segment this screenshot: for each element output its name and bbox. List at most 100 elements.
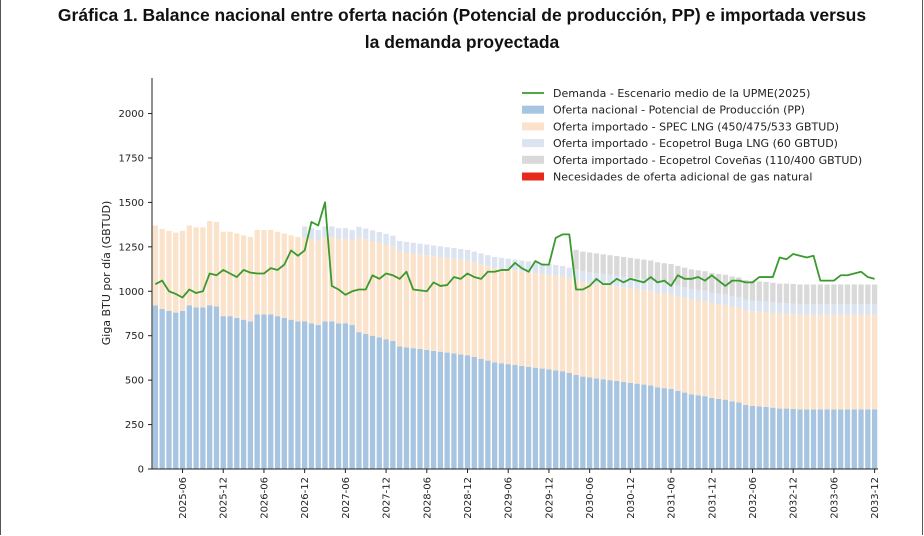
bar-segment-s2-2029-01 [471, 251, 477, 263]
chart-title: Gráfica 1. Balance nacional entre oferta… [0, 2, 924, 56]
bar-segment-s3-2032-05 [743, 280, 749, 300]
x-tick-label: 2030-06 [585, 477, 596, 519]
bar-segment-s0-2032-08 [763, 406, 769, 469]
legend-label: Oferta importado - SPEC LNG (450/475/533… [553, 120, 839, 133]
bar-segment-s2-2032-03 [729, 296, 735, 307]
bar-segment-s1-2033-03 [810, 314, 817, 410]
bar-segment-s0-2028-12 [464, 355, 471, 469]
bar-segment-s2-2030-02 [559, 265, 566, 277]
bar-segment-s2-2033-01 [797, 304, 803, 315]
bar-segment-s1-2025-12 [220, 231, 226, 317]
bar-segment-s1-2031-12 [709, 303, 715, 398]
bar-segment-s1-2026-11 [295, 237, 301, 322]
bar-segment-s1-2030-02 [559, 276, 566, 372]
bar-segment-s1-2027-12 [383, 244, 389, 340]
bar-segment-s1-2030-04 [573, 280, 579, 375]
bar-segment-s1-2026-10 [288, 235, 294, 320]
bar-segment-s0-2028-07 [430, 350, 437, 469]
bar-segment-s2-2026-12 [302, 226, 308, 238]
bar-segment-s0-2030-11 [620, 381, 627, 469]
bar-segment-s3-2033-08 [844, 284, 851, 305]
bar-segment-s0-2026-05 [254, 314, 260, 469]
bar-segment-s3-2030-08 [600, 254, 606, 274]
bar-segment-s2-2027-10 [369, 230, 376, 241]
bar-segment-s2-2029-04 [492, 256, 498, 268]
bar-segment-s0-2027-06 [342, 323, 349, 469]
bar-segment-s0-2030-08 [600, 379, 606, 469]
bar-segment-s1-2033-05 [824, 314, 830, 410]
bar-segment-s0-2031-12 [709, 397, 715, 469]
bar-segment-s0-2030-10 [614, 381, 620, 469]
bar-segment-s1-2030-10 [614, 286, 620, 382]
bar-segment-s0-2032-05 [743, 405, 749, 469]
bar-segment-s1-2029-07 [512, 270, 518, 366]
bar-segment-s0-2032-10 [776, 408, 783, 469]
bar-segment-s3-2032-03 [729, 276, 735, 297]
bar-segment-s2-2030-12 [627, 277, 633, 289]
bar-segment-s0-2028-04 [410, 348, 416, 469]
bar-segment-s1-2029-04 [492, 267, 498, 363]
bar-segment-s1-2029-03 [485, 265, 491, 361]
bar-segment-s0-2029-11 [539, 368, 545, 469]
bar-segment-s2-2033-10 [858, 304, 864, 315]
bar-segment-s1-2029-06 [505, 269, 511, 365]
legend-swatch [522, 105, 544, 114]
bar-segment-s3-2033-05 [824, 284, 830, 305]
y-tick-label: 1250 [119, 242, 144, 253]
bar-segment-s1-2033-06 [831, 314, 837, 410]
bar-segment-s3-2033-06 [831, 284, 837, 305]
bar-segment-s0-2027-05 [335, 323, 342, 469]
bar-segment-s1-2033-09 [851, 314, 857, 410]
bar-segment-s0-2029-05 [498, 363, 505, 469]
bar-segment-s3-2030-11 [620, 256, 627, 277]
bar-segment-s0-2025-09 [200, 307, 206, 469]
bar-segment-s3-2030-06 [586, 252, 593, 273]
y-tick-label: 1500 [119, 198, 144, 209]
bar-segment-s0-2026-09 [281, 317, 287, 469]
plot-area [152, 201, 878, 469]
bar-segment-s1-2031-11 [702, 301, 708, 397]
bar-segment-s1-2025-09 [200, 227, 206, 308]
bar-segment-s1-2032-01 [715, 304, 722, 399]
bar-segment-s2-2029-12 [546, 264, 552, 275]
bar-segment-s2-2028-09 [444, 247, 450, 258]
bar-segment-s1-2027-02 [315, 240, 321, 326]
bar-segment-s0-2027-04 [329, 321, 335, 469]
bar-segment-s0-2028-09 [444, 352, 450, 469]
legend-label: Necesidades de oferta adicional de gas n… [553, 171, 812, 184]
bar-segment-s3-2033-11 [865, 284, 871, 305]
bar-segment-s3-2033-01 [797, 284, 803, 305]
bar-segment-s0-2031-07 [675, 390, 681, 469]
bar-segment-s1-2029-11 [539, 273, 545, 369]
bar-segment-s0-2026-01 [227, 316, 233, 469]
bar-segment-s0-2029-09 [525, 366, 532, 469]
bar-segment-s1-2026-08 [274, 231, 281, 317]
bar-segment-s2-2033-05 [824, 304, 830, 315]
legend-swatch [522, 122, 544, 131]
bar-segment-s3-2033-10 [858, 284, 864, 305]
bar-segment-s2-2033-06 [831, 304, 837, 315]
bar-segment-s1-2028-11 [458, 259, 464, 355]
bar-segment-s2-2033-04 [817, 304, 823, 315]
bar-segment-s0-2028-10 [451, 353, 457, 469]
bar-segment-s1-2028-01 [390, 246, 396, 342]
bar-segment-s1-2032-06 [749, 311, 756, 406]
bar-segment-s1-2031-04 [654, 292, 661, 388]
bar-segment-s2-2033-09 [851, 304, 857, 315]
bar-segment-s1-2027-07 [349, 240, 355, 326]
bar-segment-s1-2027-01 [308, 238, 315, 324]
bar-segment-s1-2028-05 [417, 254, 423, 350]
bar-segment-s2-2027-07 [349, 229, 355, 241]
bar-segment-s2-2032-11 [783, 303, 790, 314]
bar-segment-s2-2031-05 [661, 282, 667, 294]
bar-segment-s1-2030-05 [580, 281, 586, 377]
bar-segment-s3-2032-02 [722, 274, 728, 295]
x-tick-label: 2028-12 [463, 477, 474, 519]
bar-segment-s1-2028-09 [444, 257, 450, 353]
bar-segment-s3-2031-05 [661, 263, 667, 283]
y-tick-label: 0 [138, 465, 144, 476]
bar-segment-s2-2028-10 [451, 248, 457, 259]
bar-segment-s1-2030-03 [566, 278, 572, 374]
bar-segment-s1-2027-05 [335, 238, 342, 324]
